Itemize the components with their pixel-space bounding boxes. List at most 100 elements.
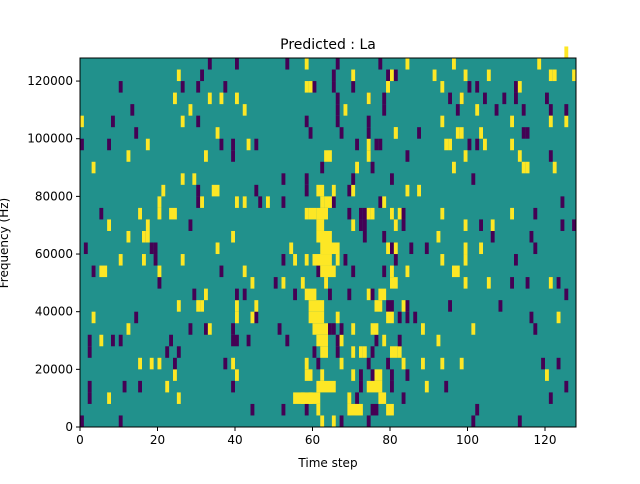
heatmap-cell-high [390,69,394,82]
heatmap-cell-low [281,254,286,266]
y-tick-label: 120000 [27,74,73,88]
heatmap-cell-high [161,184,166,197]
heatmap-cell-high [444,138,449,151]
heatmap-cell-high [401,300,406,312]
heatmap-cell-low [413,311,418,324]
heatmap-cell-low [370,346,375,358]
heatmap-cell-high [149,357,154,370]
heatmap-cell-high [304,207,309,220]
heatmap-cell-low [359,380,363,393]
heatmap-cell-high [463,69,468,82]
heatmap-cell-low [533,242,538,255]
heatmap-cell-low [87,392,92,404]
heatmap-cell-high [548,277,553,289]
heatmap-cell-low [560,219,565,231]
y-tick-label: 80000 [35,189,73,203]
heatmap-cell-high [176,392,181,404]
heatmap-cell-high [510,115,514,128]
heatmap-cell-low [533,207,538,220]
heatmap-cell-low [134,127,139,139]
heatmap-cell-high [339,357,344,370]
heatmap-cell-high [211,184,220,197]
heatmap-cell-high [390,207,394,220]
heatmap-cell-high [157,265,162,278]
x-tick-label: 0 [76,433,84,447]
heatmap-cell-high [316,403,321,416]
heatmap-cell-low [397,334,402,347]
heatmap-cell-low [362,219,367,231]
heatmap-cell-high [510,207,514,220]
heatmap-cell-low [533,323,538,335]
heatmap-cell-high [308,81,313,93]
heatmap-cell-high [390,265,394,278]
heatmap-cell-low [355,138,359,151]
heatmap-cell-high [304,369,313,381]
heatmap-cell-low [165,346,170,358]
heatmap-cell-high [374,323,379,335]
heatmap-cell-high [552,161,557,174]
heatmap-cell-low [560,196,565,208]
heatmap-cell-high [459,92,464,105]
heatmap-cell-high [180,173,185,185]
heatmap-cell-low [366,115,371,128]
heatmap-cell-low [219,138,224,151]
heatmap-cell-low [564,288,569,301]
heatmap-cell-low [548,392,553,404]
heatmap-cell-high [293,254,297,266]
heatmap-cell-high [289,242,294,255]
x-tick-label: 120 [534,433,557,447]
heatmap-cell-high [308,207,317,220]
heatmap-cell-low [107,138,111,151]
heatmap-cell-high [316,380,336,393]
heatmap-cell-low [390,173,394,185]
heatmap-cell-low [231,138,235,151]
heatmap-cell-low [355,392,359,404]
heatmap-cell-high [235,369,239,381]
heatmap-cell-high [316,334,328,347]
heatmap-cell-high [366,380,383,393]
heatmap-cell-low [87,346,92,358]
heatmap-cell-low [483,92,487,105]
heatmap-cell-low [273,277,278,289]
heatmap-cell-low [83,242,88,255]
chart-title: Predicted : La [280,37,376,53]
heatmap-cell-high [312,323,328,335]
heatmap-cell-low [231,150,235,162]
heatmap-cell-low [390,300,394,312]
heatmap-cell-high [397,207,402,220]
heatmap-cell-low [118,334,123,347]
heatmap-cell-high [235,311,239,324]
heatmap-cell-high [351,323,356,335]
heatmap-cell-high [242,265,247,278]
heatmap-cell-low [87,334,92,347]
heatmap-cell-low [351,173,356,185]
heatmap-cell-low [525,127,530,139]
heatmap-cell-high [347,403,363,416]
heatmap-cell-low [359,219,363,231]
heatmap-cell-low [556,277,561,289]
heatmap-cell-high [545,369,549,381]
heatmap-cell-low [382,104,387,116]
heatmap-cell-high [180,115,185,128]
y-tick-label: 0 [65,420,73,434]
heatmap-cell-high [176,300,181,312]
y-tick-label: 40000 [35,305,73,319]
heatmap-cell-low [277,323,282,335]
heatmap-cell-low [246,334,251,347]
x-tick-label: 40 [227,433,242,447]
heatmap-cell-low [304,184,309,197]
heatmap-cell-high [145,219,150,231]
heatmap-cell-high [304,357,309,370]
heatmap-cell-high [107,392,111,404]
heatmap-cell-low [223,81,228,93]
heatmap-cell-low [514,81,518,93]
heatmap-cell-high [382,334,387,347]
heatmap-cell-low [223,357,228,370]
heatmap-cell-low [188,219,193,231]
heatmap-cell-high [215,242,220,255]
heatmap-cell-high [378,288,387,301]
heatmap-cell-high [405,265,410,278]
x-tick-label: 80 [382,433,397,447]
heatmap-cell-high [142,254,146,266]
heatmap-cell-low [331,323,336,335]
